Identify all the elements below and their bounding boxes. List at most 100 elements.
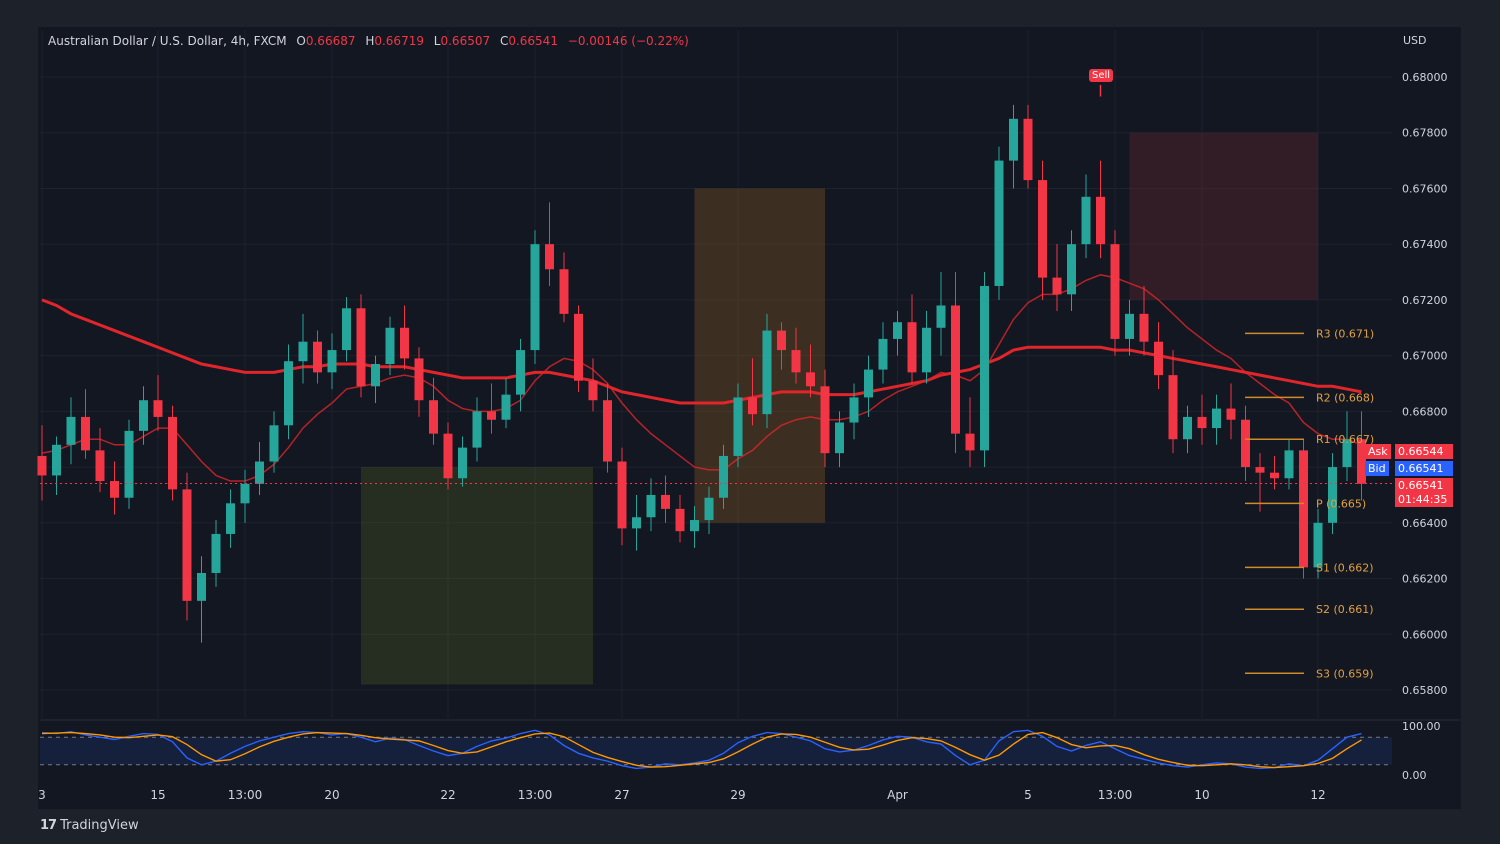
y-tick-label: 0.66000	[1402, 628, 1448, 641]
open-label: O	[296, 34, 306, 48]
x-tick-label: Apr	[887, 788, 908, 802]
sell-signal-label: Sell	[1089, 69, 1114, 82]
candle-body	[965, 433, 975, 451]
supply-zone	[694, 188, 825, 523]
candle-body	[1241, 419, 1250, 468]
candle-body	[153, 400, 163, 417]
candle-body	[255, 461, 264, 484]
candle-body	[1154, 341, 1163, 376]
candle-body	[284, 361, 293, 426]
y-tick-label: 0.67400	[1402, 238, 1448, 251]
bid-label: Bid	[1365, 461, 1389, 476]
candle-body	[269, 425, 279, 462]
candle-body	[1226, 408, 1236, 420]
candle-body	[1052, 277, 1062, 295]
candle-body	[530, 244, 540, 351]
y-tick-label: 0.67800	[1402, 127, 1448, 140]
candle-body	[197, 572, 206, 601]
open-value: 0.66687	[305, 34, 356, 48]
symbol-title[interactable]: Australian Dollar / U.S. Dollar, 4h, FXC…	[48, 34, 287, 48]
candle-body	[516, 350, 525, 395]
x-tick-label: 3	[38, 788, 46, 802]
candle-body	[110, 481, 119, 498]
candle-body	[864, 369, 873, 398]
last-price-tag: 0.66541	[1395, 478, 1453, 493]
x-tick-label: 15	[150, 788, 165, 802]
candle-body	[1328, 467, 1337, 523]
y-tick-label: 0.66400	[1402, 517, 1448, 530]
candle-body	[762, 330, 772, 415]
currency-label[interactable]: USD	[1403, 34, 1427, 47]
candle-body	[443, 433, 453, 479]
candle-body	[936, 305, 946, 328]
chart-frame	[38, 27, 1461, 809]
close-label: C	[499, 34, 509, 48]
x-tick-label: 29	[730, 788, 745, 802]
candle-body	[37, 455, 47, 476]
candle-body	[922, 327, 931, 373]
candle-body	[168, 416, 177, 490]
candle-body	[1357, 439, 1366, 484]
candle-body	[458, 447, 467, 479]
bid-price-tag: 0.66541	[1395, 461, 1453, 476]
candle-body	[1183, 416, 1192, 440]
candle-body	[1284, 450, 1294, 479]
candle-body	[791, 350, 801, 373]
pivot-label: S3 (0.659)	[1316, 667, 1374, 680]
candle-body	[835, 422, 844, 454]
candle-body	[617, 461, 627, 529]
candle-body	[820, 386, 830, 454]
pivot-label: P (0.665)	[1316, 497, 1366, 510]
candle-body	[501, 394, 511, 420]
close-value: 0.66541	[508, 34, 558, 48]
pivot-label: R3 (0.671)	[1316, 327, 1374, 340]
candle-body	[1270, 472, 1279, 479]
candle-body	[240, 483, 250, 504]
tradingview-logo-icon: 17	[40, 818, 57, 833]
pivot-label: R2 (0.668)	[1316, 391, 1374, 404]
candle-body	[646, 494, 656, 518]
sell-zone	[1129, 132, 1318, 300]
candle-body	[1313, 522, 1323, 568]
candle-body	[1096, 196, 1105, 245]
high-value: 0.66719	[374, 34, 424, 48]
candle-body	[588, 380, 598, 401]
candle-body	[414, 358, 424, 401]
low-label: L	[433, 34, 441, 48]
candle-body	[66, 416, 76, 445]
x-tick-label: 12	[1310, 788, 1325, 802]
moving-average-line	[41, 298, 1362, 405]
y-tick-label: 0.67200	[1402, 294, 1448, 307]
candle-body	[182, 489, 192, 601]
y-tick-label: 0.66800	[1402, 405, 1448, 418]
candle-body	[849, 397, 859, 423]
candle-body	[342, 308, 351, 351]
candle-body	[559, 269, 569, 314]
symbol-header: Australian Dollar / U.S. Dollar, 4h, FXC…	[48, 34, 689, 48]
candle-body	[400, 327, 409, 359]
y-tick-label: 0.67600	[1402, 182, 1448, 195]
candle-body	[675, 508, 685, 532]
candle-body	[690, 520, 699, 532]
x-tick-label: 13:00	[1098, 788, 1133, 802]
candle-body	[748, 397, 757, 415]
candle-body	[907, 322, 917, 373]
candle-body	[806, 372, 815, 387]
pivot-label: R1 (0.667)	[1316, 433, 1374, 446]
candle-body	[139, 400, 148, 431]
y-tick-label: 0.68000	[1402, 71, 1448, 84]
ask-label: Ask	[1365, 444, 1391, 459]
candle-body	[1009, 118, 1018, 161]
candle-body	[487, 411, 496, 420]
tradingview-brand[interactable]: 17 TradingView	[40, 818, 139, 833]
x-tick-label: 20	[324, 788, 339, 802]
candle-body	[1139, 313, 1149, 342]
candle-body	[298, 341, 308, 362]
candle-body	[980, 285, 989, 451]
pivot-label: S2 (0.661)	[1316, 603, 1374, 616]
candle-body	[951, 305, 960, 434]
x-tick-label: 5	[1024, 788, 1032, 802]
candle-body	[733, 397, 743, 456]
candle-body	[429, 400, 438, 434]
